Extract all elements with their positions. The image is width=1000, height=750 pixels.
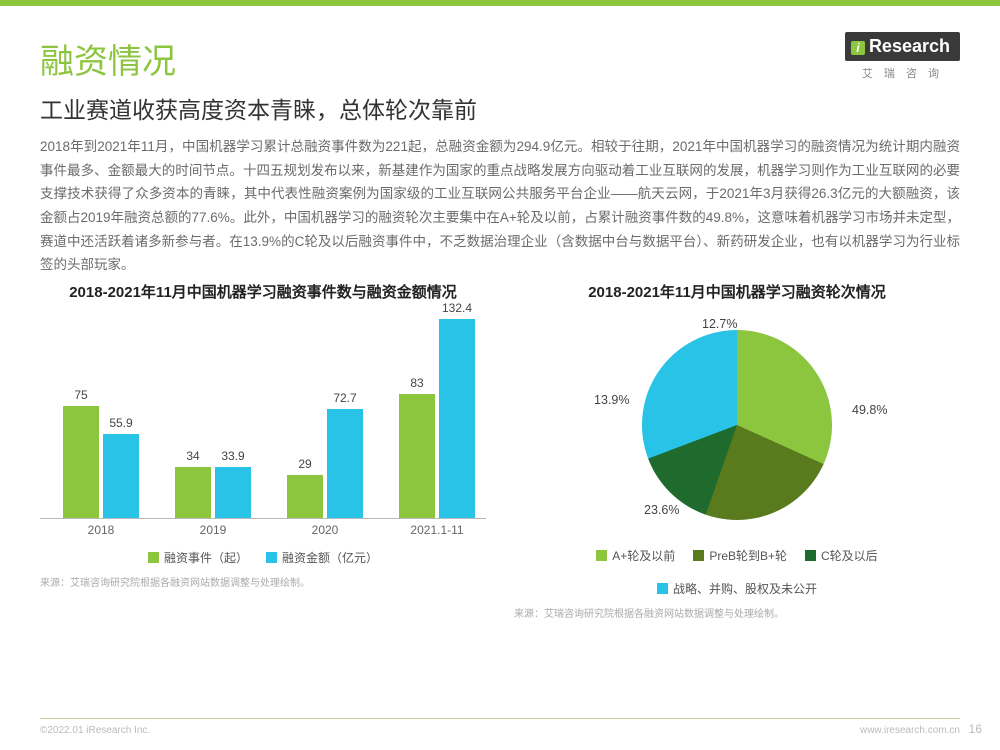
bar-value-label: 83 [399, 376, 435, 390]
bar-value-label: 55.9 [103, 416, 139, 430]
legend-item: A+轮及以前 [596, 547, 675, 564]
legend-label: PreB轮到B+轮 [709, 547, 787, 564]
pie-slice-label: 12.7% [702, 317, 737, 331]
legend-label: 融资事件（起） [164, 549, 248, 566]
bar-value-label: 29 [287, 457, 323, 471]
x-axis-label: 2019 [170, 523, 256, 537]
legend-swatch [148, 552, 159, 563]
legend-item: 融资事件（起） [148, 549, 248, 566]
bar-chart: 2018-2021年11月中国机器学习融资事件数与融资金额情况 7555.934… [40, 283, 486, 620]
page-title: 融资情况 [40, 34, 960, 83]
logo-subtext: 艾 瑞 咨 询 [845, 65, 960, 81]
pie-slice-label: 13.9% [594, 393, 629, 407]
bar-legend: 融资事件（起） 融资金额（亿元） [40, 549, 486, 566]
bar-value-label: 33.9 [215, 449, 251, 463]
legend-label: A+轮及以前 [612, 547, 675, 564]
bar: 132.4 [439, 319, 475, 518]
bar-group: 2972.7 [282, 409, 368, 518]
legend-swatch [805, 550, 816, 561]
legend-swatch [657, 583, 668, 594]
x-axis-label: 2018 [58, 523, 144, 537]
legend-swatch [693, 550, 704, 561]
page-number: 16 [969, 722, 982, 736]
bar: 72.7 [327, 409, 363, 518]
x-axis-label: 2020 [282, 523, 368, 537]
legend-label: 融资金额（亿元） [282, 549, 378, 566]
legend-item: 融资金额（亿元） [266, 549, 378, 566]
legend-item: C轮及以后 [805, 547, 878, 564]
bar: 34 [175, 467, 211, 518]
pie-chart: 2018-2021年11月中国机器学习融资轮次情况 49.8% 23.6% 13.9… [514, 283, 960, 620]
bar: 33.9 [215, 467, 251, 518]
bar-value-label: 75 [63, 388, 99, 402]
bar-value-label: 132.4 [439, 301, 475, 315]
bar-source-note: 来源：艾瑞咨询研究院根据各融资网站数据调整与处理绘制。 [40, 574, 486, 589]
legend-swatch [266, 552, 277, 563]
brand-logo: iResearch 艾 瑞 咨 询 [845, 32, 960, 81]
legend-item: 战略、并购、股权及未公开 [657, 580, 817, 597]
footer-url: www.iresearch.com.cn [860, 725, 960, 736]
bar-value-label: 72.7 [327, 391, 363, 405]
x-axis-label: 2021.1-11 [394, 523, 480, 537]
bar: 75 [63, 406, 99, 519]
legend-swatch [596, 550, 607, 561]
page-footer: ©2022.01 iResearch Inc. www.iresearch.co… [40, 718, 960, 736]
legend-item: PreB轮到B+轮 [693, 547, 787, 564]
page-subtitle: 工业赛道收获高度资本青睐，总体轮次靠前 [40, 91, 960, 125]
pie-chart-title: 2018-2021年11月中国机器学习融资轮次情况 [514, 283, 960, 303]
bar-group: 83132.4 [394, 319, 480, 518]
pie-legend: A+轮及以前 PreB轮到B+轮 C轮及以后战略、并购、股权及未公开 [514, 547, 960, 597]
logo-mark: iResearch [845, 32, 960, 61]
bar-group: 3433.9 [170, 467, 256, 518]
pie-slice-label: 49.8% [852, 403, 887, 417]
bar: 55.9 [103, 434, 139, 518]
bar: 29 [287, 475, 323, 519]
pie-plot-area: 49.8% 23.6% 13.9% 12.7% [514, 309, 960, 541]
legend-label: C轮及以后 [821, 547, 878, 564]
pie-slice-label: 23.6% [644, 503, 679, 517]
bar-chart-title: 2018-2021年11月中国机器学习融资事件数与融资金额情况 [40, 283, 486, 303]
footer-copyright: ©2022.01 iResearch Inc. [40, 725, 150, 736]
pie-source-note: 来源：艾瑞咨询研究院根据各融资网站数据调整与处理绘制。 [514, 605, 960, 620]
body-paragraph: 2018年到2021年11月，中国机器学习累计总融资事件数为221起，总融资金额… [40, 135, 960, 277]
bar-plot-area: 7555.93433.92972.783132.4 [40, 309, 486, 519]
bar-value-label: 34 [175, 449, 211, 463]
legend-label: 战略、并购、股权及未公开 [673, 580, 817, 597]
bar-x-axis: 2018 2019 2020 2021.1-11 [40, 523, 486, 543]
bar: 83 [399, 394, 435, 519]
bar-group: 7555.9 [58, 406, 144, 519]
logo-text: Research [869, 36, 950, 56]
pie-circle [642, 330, 832, 520]
